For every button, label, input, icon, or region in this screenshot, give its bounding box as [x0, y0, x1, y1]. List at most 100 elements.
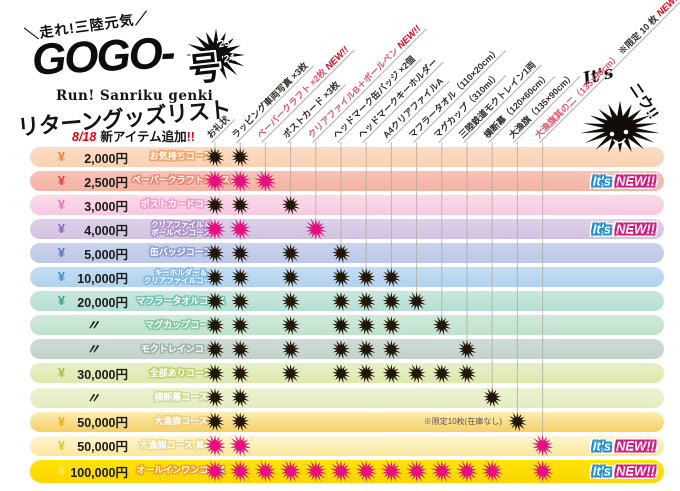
course-row: ¥3,000円 ポストカードコース: [30, 195, 664, 216]
price-cell: ¥20,000円: [58, 291, 128, 311]
its-new-badge: It's NEW!!: [593, 464, 655, 479]
update-notice: 8/18 新アイテム追加!!: [72, 126, 195, 145]
logo-year-burst-icon: '23'24: [185, 28, 246, 80]
price-cell: ¥10,000円: [58, 267, 128, 287]
course-name-line: オールインワンコース: [136, 465, 226, 476]
yen-symbol: ¥: [58, 414, 65, 429]
course-name: モクトレインコース: [125, 339, 237, 359]
ditto-mark: 〃: [86, 389, 100, 406]
course-name-line: 全部ありコース: [149, 367, 213, 378]
logo-subtitle: Run! Sanriku genki: [56, 88, 214, 104]
course-name: マフラータオルコース: [125, 291, 237, 311]
course-row: ¥4,000円 クリアファイル＆ ボールペンコース It's NEW!!: [30, 219, 664, 240]
its-new-badge-new: NEW!!: [616, 221, 655, 237]
column-header-new-tag: NEW!!: [323, 44, 352, 73]
course-name: ペーパークラフトコース: [125, 171, 237, 191]
yen-symbol: ¥: [58, 150, 65, 164]
yen-symbol: ¥: [58, 246, 65, 261]
limited-stock-note: ※限定10枚(在庫なし): [423, 417, 502, 427]
update-text: 新アイテム追加: [100, 130, 187, 144]
its-new-badge: It's NEW!!: [593, 222, 655, 237]
course-name: 横断幕コース: [125, 388, 237, 408]
logo-year-24: '24: [220, 52, 236, 66]
price-cell: ¥3,000円: [58, 195, 128, 215]
mascot-eye-right: [623, 129, 629, 135]
course-row: ¥20,000円 マフラータオルコース: [30, 291, 664, 312]
course-row: 〃 マグカップコース: [30, 315, 664, 336]
price-cell: ¥50,000円: [58, 436, 128, 456]
mascot-eye-left: [609, 131, 615, 137]
course-row: ¥30,000円 全部ありコース: [30, 363, 664, 384]
price-amount: 20,000円: [77, 295, 128, 310]
course-name-line: クリアファイル＆: [151, 220, 211, 230]
its-new-badge-its: It's: [592, 463, 611, 479]
course-name-line: 大漁旗コース 其の二: [139, 439, 223, 450]
price-cell: ¥4,000円: [58, 219, 128, 239]
mascot-niu-text: ニウ!!: [625, 79, 662, 123]
course-row: ¥2,000円 お気持ちコース: [30, 147, 664, 167]
price-cell: ¥2,500円: [58, 171, 128, 191]
its-new-badge-new: NEW!!: [616, 173, 655, 189]
course-name-line: ポストカードコース: [140, 199, 222, 210]
course-name-line: ペーパークラフトコース: [131, 175, 231, 186]
course-name: クリアファイル＆ ボールペンコース: [125, 219, 237, 239]
its-new-badge-new: NEW!!: [616, 438, 655, 454]
course-name: 缶バッジコース: [125, 243, 237, 263]
its-new-badge: It's NEW!!: [593, 174, 655, 189]
yen-symbol: ¥: [58, 366, 65, 381]
course-row: ¥10,000円 キーホルダー＆ クリアファイルコース: [30, 267, 664, 288]
price-cell: ¥2,000円: [58, 147, 128, 167]
logo-title-suffix: 号: [186, 48, 224, 89]
course-name: ポストカードコース: [125, 195, 237, 215]
course-row: 〃 横断幕コース: [30, 387, 664, 408]
course-row: ¥2,500円 ペーパークラフトコース It's NEW!!: [30, 171, 664, 192]
course-name: オールインワンコース: [125, 460, 237, 483]
price-amount: 30,000円: [77, 367, 128, 382]
course-name: 大漁旗コース 其の二: [125, 436, 237, 456]
course-name-line: クリアファイルコース: [143, 276, 219, 286]
ditto-mark: 〃: [86, 341, 100, 358]
column-header: 大漁旗其の二（135×90cm）※限定 10 枚NEW!!: [530, 0, 680, 143]
course-name: キーホルダー＆ クリアファイルコース: [125, 267, 237, 287]
course-name-line: マフラータオルコース: [136, 295, 226, 306]
price-cell: ¥50,000円: [58, 412, 128, 432]
price-cell: 〃: [58, 315, 128, 335]
price-amount: 5,000円: [84, 247, 128, 262]
update-date: 8/18: [72, 130, 97, 144]
yen-symbol: ¥: [58, 294, 65, 309]
course-name: 全部ありコース: [125, 363, 237, 383]
column-header-note: ※限定 10 枚: [616, 13, 660, 57]
price-cell: ¥5,000円: [58, 243, 128, 263]
course-name-line: 大漁旗コース: [154, 415, 208, 426]
course-name-line: お気持ちコース: [149, 151, 213, 162]
course-name-line: 缶バッジコース: [149, 247, 213, 258]
column-header-new-tag: NEW!!: [395, 23, 424, 52]
course-name-line: 横断幕コース: [154, 391, 208, 402]
course-name: お気持ちコース: [125, 147, 237, 167]
course-row: ¥50,000円 大漁旗コース 其の二 It's NEW!!: [30, 435, 664, 456]
logo-year-23: '23: [215, 37, 231, 51]
course-name: 大漁旗コース: [125, 412, 237, 432]
yen-symbol: ¥: [58, 270, 65, 285]
logo-title: GOGO-: [30, 28, 175, 85]
price-cell: ¥100,000円: [58, 460, 128, 483]
price-amount: 50,000円: [77, 440, 128, 455]
course-row: 〃 モクトレインコース: [30, 339, 664, 360]
yen-symbol: ¥: [58, 174, 65, 189]
price-amount: 50,000円: [77, 416, 128, 431]
course-name-line: マグカップコース: [145, 319, 217, 330]
its-new-badge: It's NEW!!: [593, 438, 655, 453]
ditto-mark: 〃: [86, 317, 100, 334]
its-new-badge-its: It's: [592, 438, 611, 454]
price-cell: ¥30,000円: [58, 363, 128, 383]
price-cell: 〃: [58, 388, 128, 408]
yen-symbol: ¥: [58, 222, 65, 237]
yen-symbol: ¥: [58, 438, 65, 453]
course-row: ¥50,000円 大漁旗コース ※限定10枚(在庫なし): [30, 411, 664, 432]
column-header-new-tag: NEW!!: [654, 0, 680, 20]
course-row: ¥5,000円 缶バッジコース: [30, 243, 664, 264]
its-new-badge-its: It's: [592, 173, 611, 189]
price-amount: 3,000円: [84, 199, 128, 214]
price-amount: 2,500円: [84, 175, 128, 190]
update-bang: !!: [186, 130, 195, 144]
